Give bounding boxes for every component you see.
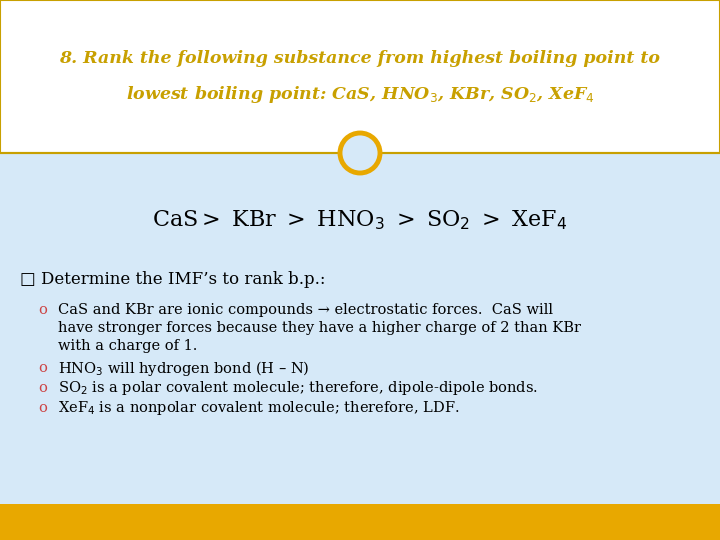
Text: have stronger forces because they have a higher charge of 2 than KBr: have stronger forces because they have a…	[58, 321, 581, 335]
Text: SO$_2$ is a polar covalent molecule; therefore, dipole-dipole bonds.: SO$_2$ is a polar covalent molecule; the…	[58, 379, 538, 397]
Circle shape	[340, 133, 380, 173]
FancyBboxPatch shape	[0, 153, 720, 504]
Text: 8. Rank the following substance from highest boiling point to: 8. Rank the following substance from hig…	[60, 50, 660, 67]
Text: HNO$_3$ will hydrogen bond (H – N): HNO$_3$ will hydrogen bond (H – N)	[58, 359, 310, 377]
Text: CaS and KBr are ionic compounds → electrostatic forces.  CaS will: CaS and KBr are ionic compounds → electr…	[58, 303, 553, 317]
Text: o: o	[38, 361, 47, 375]
Text: CaS$>$ KBr $>$ HNO$_3$ $>$ SO$_2$ $>$ XeF$_4$: CaS$>$ KBr $>$ HNO$_3$ $>$ SO$_2$ $>$ Xe…	[152, 208, 568, 232]
Text: XeF$_4$ is a nonpolar covalent molecule; therefore, LDF.: XeF$_4$ is a nonpolar covalent molecule;…	[58, 399, 459, 417]
Text: o: o	[38, 401, 47, 415]
Text: o: o	[38, 303, 47, 317]
FancyBboxPatch shape	[0, 504, 720, 540]
Text: lowest boiling point: CaS, HNO$_3$, KBr, SO$_2$, XeF$_4$: lowest boiling point: CaS, HNO$_3$, KBr,…	[125, 84, 595, 105]
Text: o: o	[38, 381, 47, 395]
Text: □ Determine the IMF’s to rank b.p.:: □ Determine the IMF’s to rank b.p.:	[20, 272, 325, 288]
FancyBboxPatch shape	[0, 0, 720, 153]
Text: with a charge of 1.: with a charge of 1.	[58, 339, 197, 353]
